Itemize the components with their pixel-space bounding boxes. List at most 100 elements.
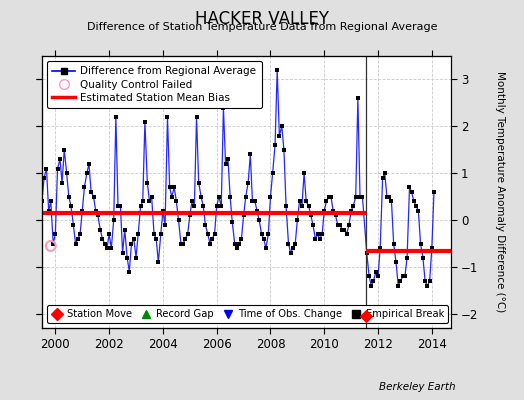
Point [289,245,297,252]
Point [311,236,320,242]
Point [331,212,340,219]
Point [199,203,208,209]
Point [394,282,402,289]
Point [123,254,132,261]
Point [246,151,255,158]
Point [71,240,80,247]
Point [110,217,118,223]
Point [233,245,241,252]
Point [67,203,75,209]
Point [174,217,183,223]
Point [58,180,66,186]
Point [197,194,205,200]
Point [250,198,259,204]
Point [244,180,253,186]
Point [201,222,210,228]
Point [287,250,295,256]
Point [76,231,84,238]
Point [322,198,331,204]
Point [145,198,154,204]
Point [266,194,275,200]
Point [150,231,158,238]
Point [159,208,167,214]
Point [340,226,348,233]
Point [116,203,125,209]
Point [347,208,355,214]
Point [194,180,203,186]
Point [78,208,86,214]
Point [179,240,187,247]
Point [403,254,411,261]
Point [425,278,434,284]
Point [215,194,223,200]
Point [423,282,431,289]
Point [380,170,389,176]
Point [172,198,181,204]
Point [309,222,317,228]
Point [147,194,156,200]
Point [47,243,55,249]
Point [51,231,60,238]
Point [291,240,299,247]
Point [127,240,136,247]
Point [329,208,337,214]
Point [217,203,225,209]
Point [94,212,102,219]
Point [141,118,149,125]
Point [98,236,106,242]
Point [161,222,169,228]
Legend: Station Move, Record Gap, Time of Obs. Change, Empirical Break: Station Move, Record Gap, Time of Obs. C… [47,305,448,323]
Point [261,245,270,252]
Point [313,231,322,238]
Point [224,156,232,162]
Point [69,222,78,228]
Point [170,184,178,190]
Point [190,203,199,209]
Text: Berkeley Earth: Berkeley Earth [379,382,456,392]
Point [87,189,95,195]
Point [101,240,109,247]
Point [136,203,145,209]
Point [378,175,387,181]
Point [168,194,176,200]
Point [29,250,37,256]
Point [80,184,89,190]
Point [275,132,283,139]
Point [49,240,58,247]
Point [213,203,221,209]
Point [387,198,396,204]
Point [271,142,279,148]
Point [107,245,115,252]
Point [228,219,236,226]
Point [327,194,335,200]
Point [163,114,172,120]
Point [64,194,73,200]
Point [300,170,308,176]
Point [154,259,162,266]
Point [56,156,64,162]
Point [26,212,35,219]
Point [138,198,147,204]
Point [237,236,246,242]
Point [103,245,111,252]
Point [396,278,405,284]
Point [369,278,378,284]
Point [405,184,413,190]
Point [298,203,306,209]
Point [83,170,91,176]
Point [325,194,333,200]
Point [166,184,174,190]
Point [315,236,324,242]
Point [185,212,194,219]
Point [129,236,138,242]
Point [92,208,100,214]
Point [273,67,281,73]
Point [412,203,420,209]
Point [257,231,266,238]
Point [118,250,127,256]
Point [45,208,53,214]
Point [282,203,290,209]
Point [293,217,301,223]
Text: Difference of Station Temperature Data from Regional Average: Difference of Station Temperature Data f… [87,22,437,32]
Point [255,217,264,223]
